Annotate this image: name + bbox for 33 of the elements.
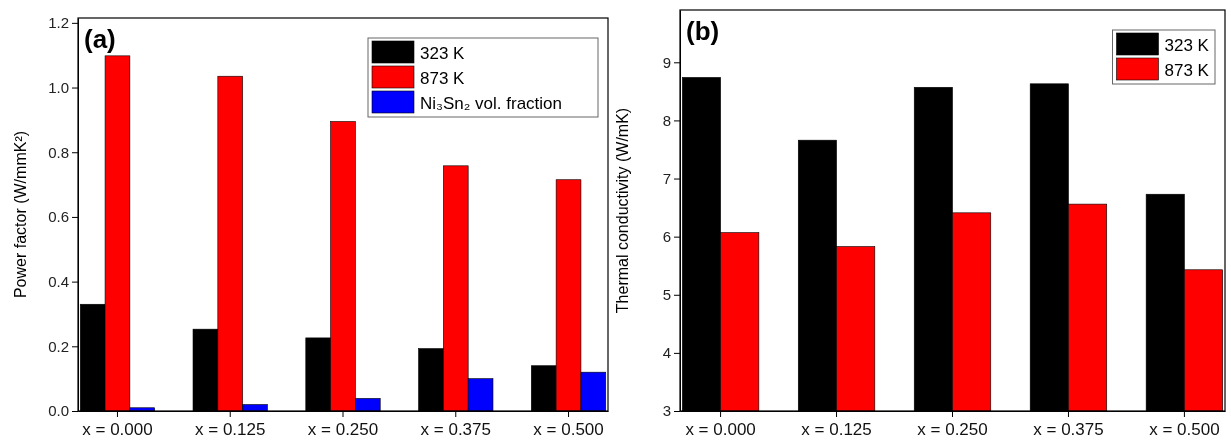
legend-label: 323 K — [1164, 35, 1210, 55]
x-tick-label: x = 0.375 — [1033, 420, 1104, 440]
chart-title: (a) — [84, 24, 116, 54]
x-tick-label: x = 0.000 — [82, 420, 153, 440]
legend-label: 323 K — [420, 43, 466, 63]
legend-label: Ni₃Sn₂ vol. fraction — [420, 93, 563, 113]
y-tick-label: 5 — [662, 286, 671, 304]
y-tick-label: 0.8 — [48, 143, 69, 161]
y-tick-label: 1.0 — [48, 78, 69, 96]
y-tick-label: 0.2 — [48, 337, 69, 355]
y-axis-title: Power factor (W/mmK²) — [12, 130, 29, 299]
y-tick-label: 6 — [662, 227, 671, 245]
y-tick-label: 0.0 — [48, 402, 69, 420]
x-tick-label: x = 0.375 — [420, 420, 491, 440]
x-tick-label: x = 0.125 — [195, 420, 266, 440]
y-tick-label: 0.6 — [48, 208, 69, 226]
y-axis-title: Thermal conductivity (W/mK) — [614, 107, 631, 314]
y-tick-label: 9 — [662, 53, 671, 71]
y-tick-label: 7 — [662, 169, 671, 187]
y-tick-label: 0.4 — [48, 272, 69, 290]
y-tick-label: 8 — [662, 111, 671, 129]
y-tick-label: 4 — [662, 344, 671, 362]
y-tick-label: 3 — [662, 402, 671, 420]
x-tick-label: x = 0.125 — [801, 420, 872, 440]
x-tick-label: x = 0.000 — [685, 420, 756, 440]
x-tick-label: x = 0.250 — [307, 420, 379, 440]
x-tick-label: x = 0.250 — [917, 420, 988, 440]
chart-title: (b) — [686, 16, 720, 46]
legend-label: 873 K — [1164, 60, 1210, 80]
legend-label: 873 K — [420, 68, 466, 88]
y-tick-label: 1.2 — [48, 14, 69, 32]
x-tick-label: x = 0.500 — [533, 420, 604, 440]
x-tick-label: x = 0.500 — [1149, 420, 1220, 440]
